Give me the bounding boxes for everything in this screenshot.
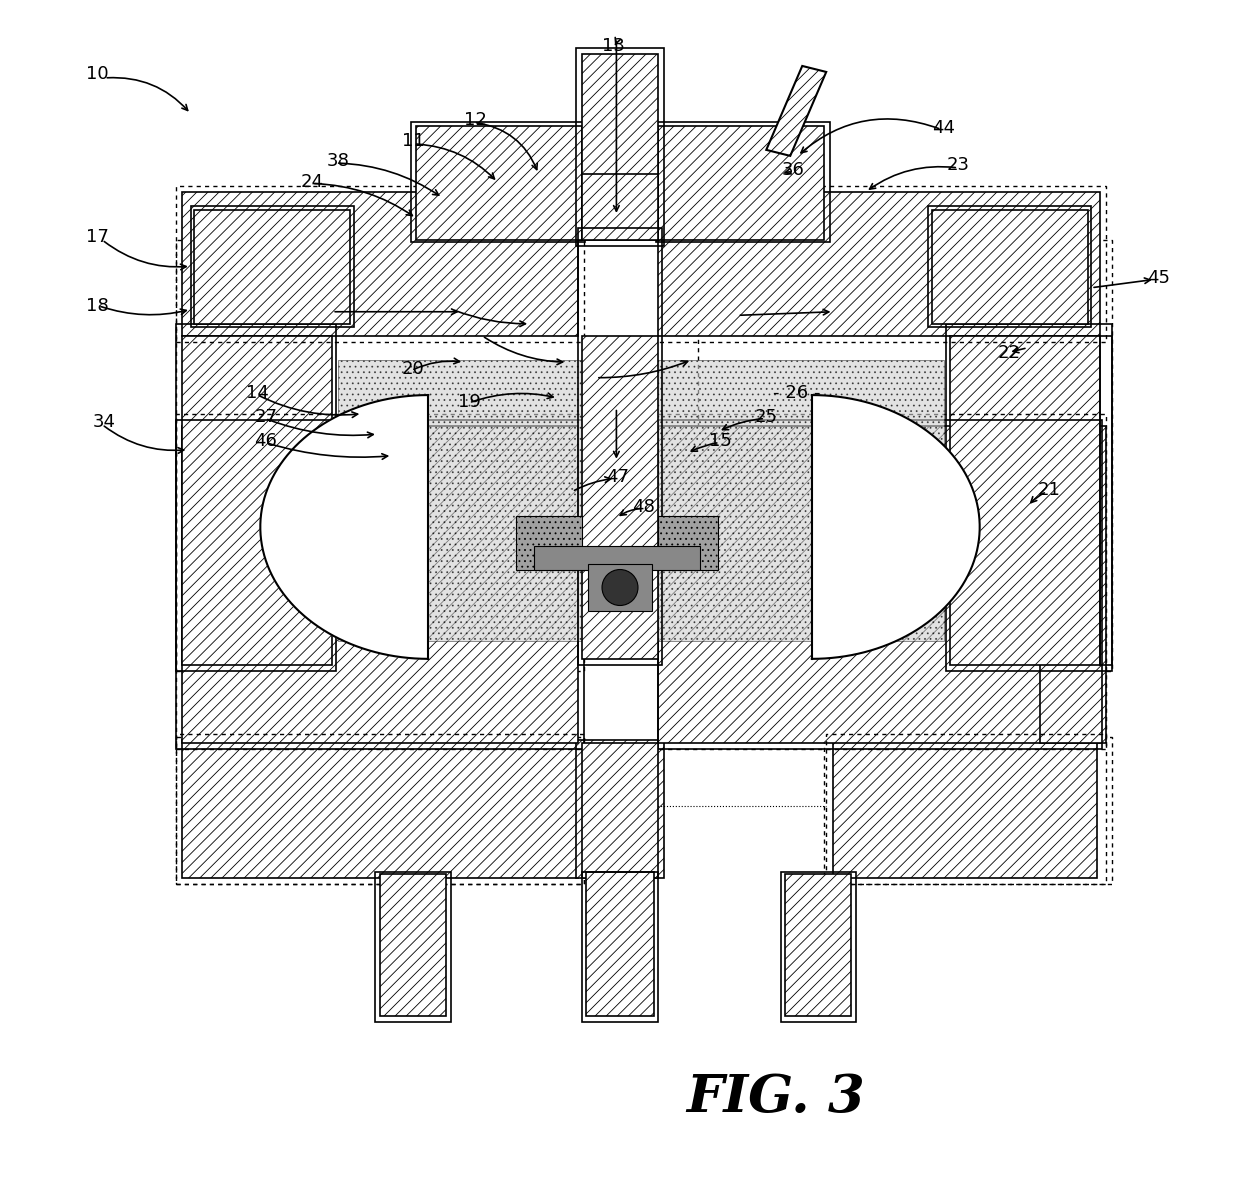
Text: 15: 15 [709, 432, 732, 451]
Bar [575, 48, 665, 246]
Text: 13: 13 [601, 36, 625, 55]
Bar [582, 336, 658, 659]
Bar [412, 122, 585, 242]
Bar [533, 546, 701, 570]
Text: 12: 12 [464, 110, 487, 129]
Bar [698, 240, 1111, 671]
Bar [658, 420, 1102, 749]
Text: - 26 -: - 26 - [774, 384, 821, 403]
Bar [946, 324, 1111, 671]
Polygon shape [812, 396, 980, 659]
Text: 36: 36 [782, 161, 805, 180]
Bar [176, 414, 1106, 749]
Text: 18: 18 [87, 296, 109, 315]
Bar [182, 336, 332, 665]
Bar [781, 872, 856, 1022]
Text: 17: 17 [87, 228, 109, 247]
Bar [176, 240, 584, 671]
Text: 10: 10 [87, 65, 109, 84]
Bar [381, 874, 446, 1016]
Text: 27: 27 [254, 408, 278, 427]
Bar [516, 516, 582, 570]
Bar [182, 740, 578, 878]
Bar [582, 743, 658, 878]
Bar [176, 737, 584, 884]
Text: 38: 38 [326, 151, 350, 170]
Text: 34: 34 [93, 412, 115, 432]
Bar [1039, 426, 1106, 743]
Bar [582, 872, 658, 1022]
Bar [931, 210, 1087, 324]
Bar [176, 734, 584, 884]
Bar [826, 734, 1106, 884]
Bar [658, 516, 718, 570]
Bar [582, 174, 658, 240]
Text: 11: 11 [402, 132, 424, 151]
Bar [182, 426, 578, 743]
Text: 24: 24 [301, 173, 324, 192]
Bar [1100, 336, 1111, 665]
Circle shape [601, 570, 639, 605]
Bar [833, 740, 1097, 878]
Text: 19: 19 [458, 392, 481, 411]
Bar [191, 206, 353, 327]
Bar [176, 324, 336, 671]
Text: 21: 21 [1037, 481, 1060, 500]
Text: 44: 44 [931, 119, 955, 138]
Bar [658, 426, 1100, 743]
Text: FIG. 3: FIG. 3 [687, 1072, 866, 1122]
Bar [339, 360, 944, 641]
Text: 48: 48 [632, 498, 655, 517]
Bar [176, 186, 1106, 342]
Text: 14: 14 [246, 384, 269, 403]
Bar [195, 210, 350, 324]
Text: 23: 23 [946, 156, 970, 175]
Bar [785, 874, 852, 1016]
Text: 20: 20 [402, 360, 424, 379]
Bar [588, 564, 652, 611]
Text: 25: 25 [754, 408, 777, 427]
Text: 45: 45 [1147, 269, 1171, 288]
Bar [587, 872, 653, 1016]
Bar [376, 872, 451, 1022]
Bar [575, 740, 665, 878]
Polygon shape [260, 396, 428, 659]
Bar [176, 420, 584, 749]
Text: 47: 47 [605, 468, 629, 487]
Bar [582, 54, 658, 240]
Bar [950, 336, 1100, 665]
Bar [929, 206, 1091, 327]
Text: 22: 22 [998, 343, 1021, 362]
Bar [823, 737, 1111, 884]
Bar [656, 122, 830, 242]
Bar [658, 192, 1100, 336]
Text: 46: 46 [254, 432, 278, 451]
Bar [417, 126, 582, 240]
Bar [578, 228, 662, 665]
Bar [658, 126, 823, 240]
Bar [182, 192, 578, 336]
Polygon shape [766, 66, 826, 156]
